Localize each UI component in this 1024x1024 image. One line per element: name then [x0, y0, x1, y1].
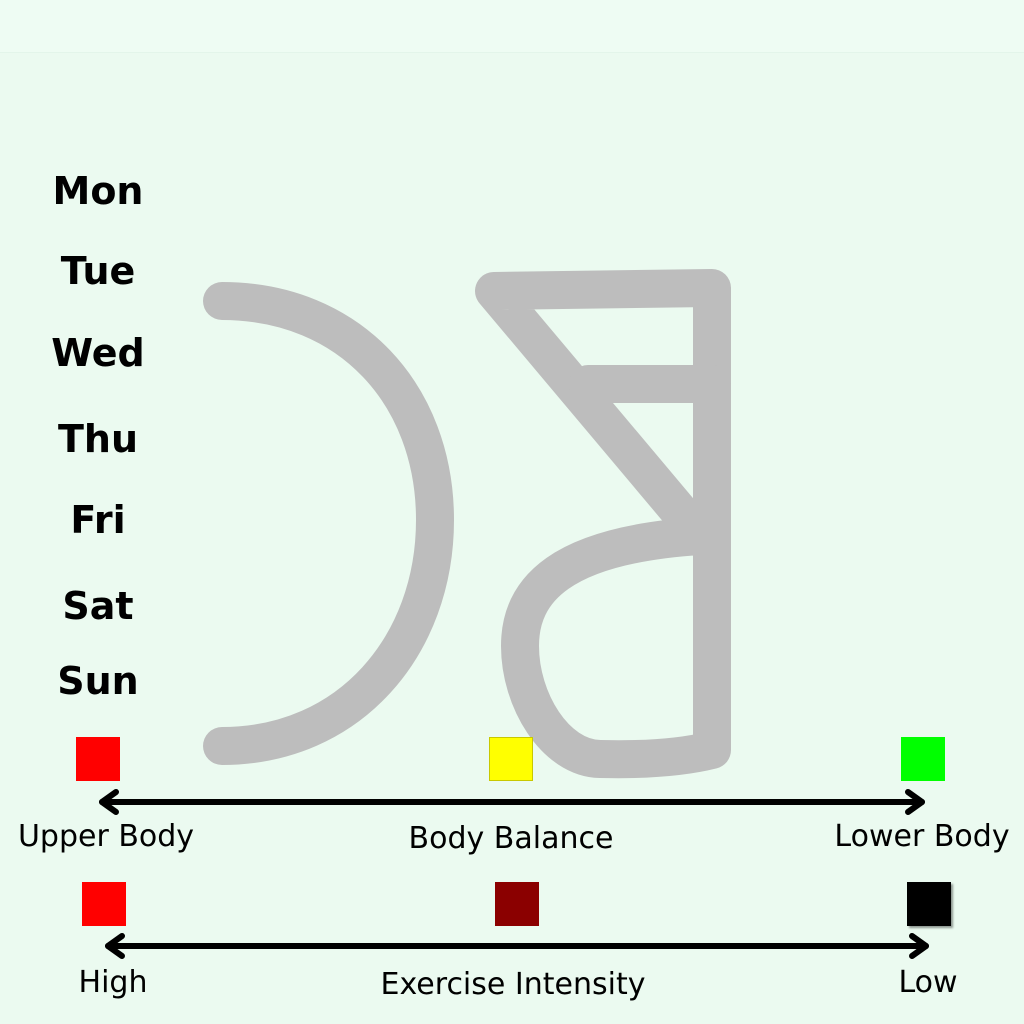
- day-label-sun: Sun: [57, 659, 139, 703]
- intensity-double-arrow: [105, 933, 929, 959]
- swatch-high-intensity: [82, 882, 126, 926]
- logo-right-shape: [475, 269, 731, 779]
- label-high: High: [78, 965, 148, 1000]
- day-label-thu: Thu: [57, 417, 139, 461]
- logo-arc-left: [203, 282, 454, 765]
- label-upper-body: Upper Body: [17, 819, 195, 854]
- top-band: [0, 0, 1024, 53]
- day-label-mon: Mon: [52, 169, 144, 213]
- day-label-tue: Tue: [60, 249, 136, 293]
- swatch-medium-intensity: [495, 882, 539, 926]
- day-label-fri: Fri: [70, 498, 126, 542]
- swatch-upper-body: [76, 737, 120, 781]
- swatch-lower-body: [901, 737, 945, 781]
- day-label-sat: Sat: [62, 584, 134, 628]
- label-low: Low: [898, 965, 958, 1000]
- swatch-low-intensity: [907, 882, 951, 926]
- label-body-balance: Body Balance: [408, 821, 614, 856]
- swatch-body-balance: [489, 737, 533, 781]
- focus-double-arrow: [99, 789, 925, 815]
- label-lower-body: Lower Body: [834, 819, 1010, 854]
- day-label-wed: Wed: [51, 331, 145, 375]
- label-exercise-intensity: Exercise Intensity: [380, 967, 646, 1002]
